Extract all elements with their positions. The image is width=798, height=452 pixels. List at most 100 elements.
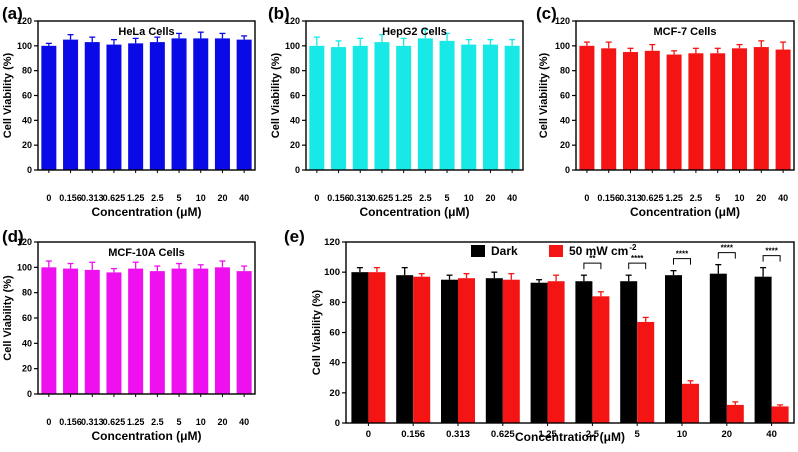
x-tick-label: 0.625 (103, 193, 126, 203)
panel-e-letter: (e) (284, 227, 305, 246)
x-tick-label: 5 (177, 417, 182, 427)
bar (644, 50, 660, 170)
bar-50 (413, 276, 431, 423)
x-axis-label: Concentration (μM) (515, 430, 625, 444)
bar (732, 48, 747, 170)
x-tick-label: 40 (766, 429, 777, 440)
x-tick-label: 1.25 (127, 193, 145, 203)
x-tick-label: 10 (196, 417, 206, 427)
bar-50 (458, 278, 475, 423)
y-tick-label: 120 (324, 237, 340, 248)
bar-50 (682, 383, 699, 423)
x-tick-label: 0 (366, 429, 371, 440)
plot-frame (345, 241, 795, 424)
bar (236, 271, 252, 394)
y-tick-label: 80 (22, 288, 32, 298)
significance-label: **** (631, 254, 644, 263)
legend-swatch-50 (549, 245, 563, 257)
y-tick-label: 100 (285, 41, 300, 51)
x-tick-label: 0.313 (81, 417, 104, 427)
plot-frame (37, 20, 256, 171)
x-tick-label: 0 (46, 193, 51, 203)
x-tick-label: 0.313 (81, 193, 104, 203)
bar-50 (771, 406, 789, 423)
chart-title: MCF-7 Cells (654, 26, 717, 38)
significance-bracket (628, 262, 647, 270)
bar (688, 53, 704, 170)
bar (171, 268, 187, 394)
significance-label: ** (589, 254, 596, 263)
x-tick-label: 10 (464, 193, 474, 203)
x-tick-label: 1.25 (395, 193, 413, 203)
y-tick-label: 40 (22, 115, 32, 125)
x-tick-label: 0.156 (597, 193, 620, 203)
y-tick-label: 20 (22, 364, 32, 374)
legend-superscript: -2 (629, 243, 637, 252)
bar (374, 42, 390, 170)
x-tick-label: 10 (734, 193, 744, 203)
x-tick-label: 0.313 (619, 193, 642, 203)
bar (128, 268, 144, 394)
plot-frame (37, 241, 256, 395)
bar-50 (637, 321, 655, 423)
x-tick-label: 0.156 (59, 193, 82, 203)
chart-title: HepG2 Cells (382, 26, 447, 38)
y-tick-label: 60 (22, 313, 32, 323)
x-tick-label: 5 (177, 193, 182, 203)
x-tick-label: 0.625 (491, 429, 515, 440)
x-tick-label: 2.5 (586, 429, 600, 440)
y-axis-label: Cell Viability (%) (2, 275, 14, 361)
bar (236, 39, 252, 170)
y-axis-label: Cell Viability (%) (2, 52, 14, 138)
bar-dark (441, 279, 458, 423)
panel-c: (c) 0 20 40 60 80 100 120 0 0.156 0.313 0.625 1.25 2… (536, 4, 795, 219)
plot-frame (305, 20, 524, 171)
bar (666, 54, 682, 170)
x-tick-label: 0.156 (401, 429, 425, 440)
panel-c-letter: (c) (536, 4, 557, 23)
y-tick-label: 20 (290, 140, 300, 150)
bar (106, 44, 122, 170)
panel-a: (a) 0 20 40 60 80 100 120 0 0.156 0.313 0.625 1.25 2… (2, 4, 256, 219)
bar (504, 45, 520, 171)
panel-b-letter: (b) (268, 4, 290, 23)
bar (84, 42, 100, 170)
x-tick-label: 10 (196, 193, 206, 203)
bar (63, 268, 79, 394)
y-tick-label: 100 (555, 41, 570, 51)
bar (41, 45, 57, 171)
y-axis-label: Cell Viability (%) (538, 52, 550, 138)
x-tick-label: 1.25 (127, 417, 145, 427)
y-tick-label: 100 (17, 41, 32, 51)
x-axis-label: Concentration (μM) (630, 205, 740, 219)
bar (41, 267, 57, 394)
significance-label: **** (676, 250, 689, 259)
y-tick-label: 0 (295, 165, 300, 175)
significance-bracket (717, 252, 736, 259)
bar (396, 45, 412, 171)
bar-dark (530, 282, 548, 423)
y-tick-label: 80 (290, 66, 300, 76)
bar (106, 272, 122, 394)
y-tick-label: 60 (22, 91, 32, 101)
y-tick-label: 40 (22, 338, 32, 348)
x-axis-label: Concentration (μM) (360, 205, 470, 219)
y-tick-label: 120 (17, 237, 32, 247)
y-axis-label: Cell Viability (%) (311, 289, 323, 375)
x-tick-label: 20 (756, 193, 766, 203)
x-tick-label: 5 (635, 429, 641, 440)
x-tick-label: 0.313 (349, 193, 372, 203)
x-tick-label: 2.5 (151, 193, 164, 203)
bar-dark (665, 275, 682, 423)
x-tick-label: 40 (239, 193, 249, 203)
x-tick-label: 2.5 (151, 417, 164, 427)
bar-dark (396, 275, 414, 423)
significance-label: **** (721, 244, 734, 253)
y-tick-label: 0 (565, 165, 570, 175)
significance-label: **** (765, 247, 778, 256)
y-tick-label: 40 (290, 115, 300, 125)
bar (63, 39, 79, 170)
panel-a-letter: (a) (2, 4, 23, 23)
bar (482, 44, 498, 170)
y-tick-label: 80 (560, 66, 570, 76)
